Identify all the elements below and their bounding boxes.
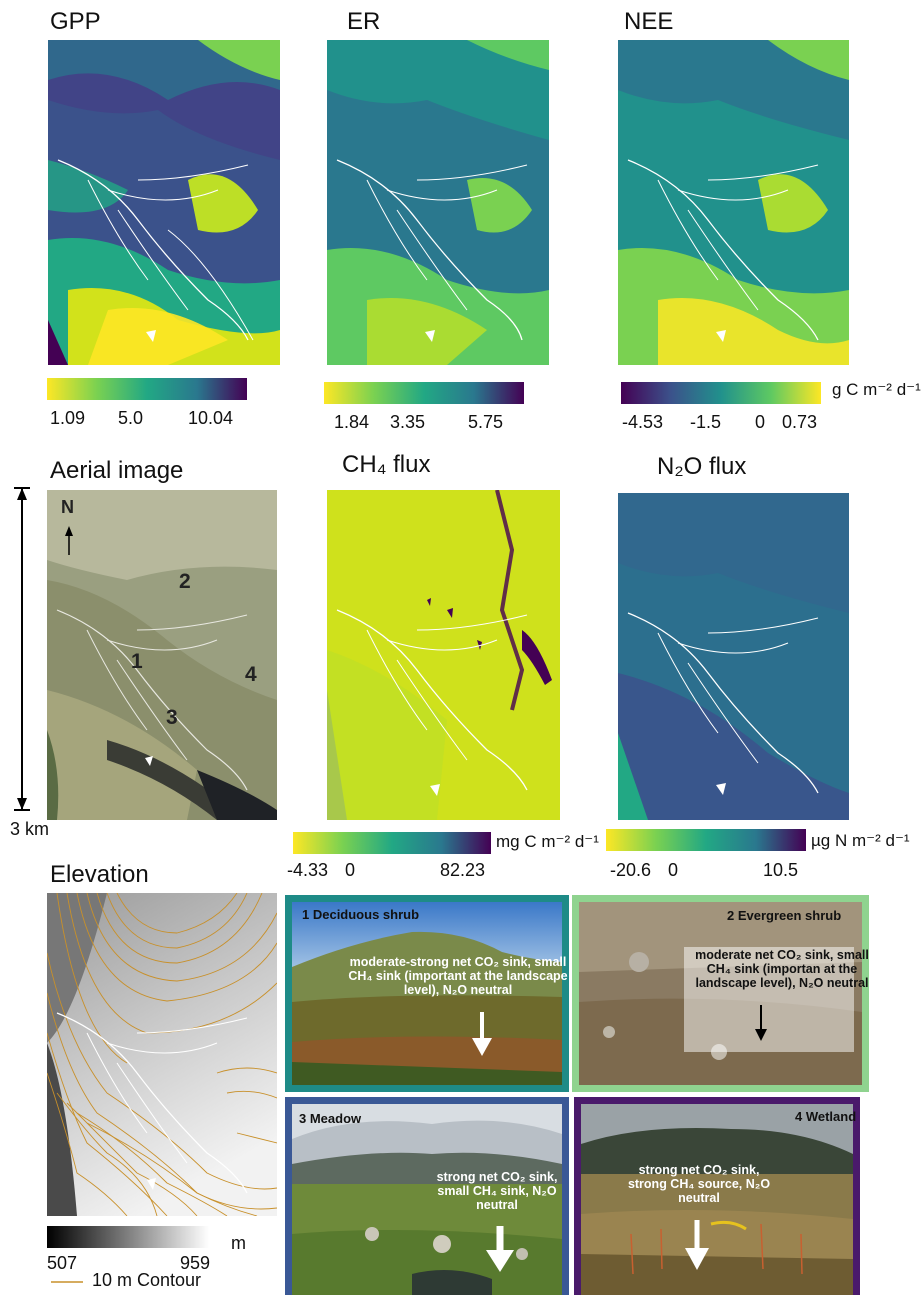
gpp-tick-1: 1.09 [50, 408, 86, 428]
er-tick-3: 5.75 [468, 412, 504, 432]
gpp-tick-3: 10.04 [188, 408, 234, 428]
photo-label-1: 1 Deciduous shrub [302, 907, 420, 922]
ch4-colorbar [293, 832, 491, 854]
nee-tick-2: -1.5 [690, 412, 722, 432]
elevation-tick-2: 959 [180, 1253, 211, 1273]
photo-meadow [292, 1104, 562, 1295]
ch4-tick-1: -4.33 [287, 860, 329, 880]
er-map [327, 40, 549, 365]
photo-text-4: strong net CO₂ sink, strong CH₄ source, … [627, 1163, 771, 1205]
aerial-map [47, 490, 277, 820]
er-tick-2: 3.35 [390, 412, 426, 432]
elevation-tick-1: 507 [47, 1253, 78, 1273]
n2o-unit: µg N m⁻² d⁻¹ [811, 831, 910, 850]
contour-legend-label: 10 m Contour [92, 1270, 202, 1290]
nee-map [618, 40, 849, 365]
n2o-map [618, 493, 849, 820]
photo-label-3: 3 Meadow [299, 1111, 362, 1126]
photo-deciduous-shrub [292, 902, 562, 1085]
scale-bar [14, 487, 30, 811]
ch4-title: CH₄ flux [342, 451, 431, 478]
gpp-title: GPP [50, 8, 101, 35]
ch4-tick-3: 82.23 [440, 860, 486, 880]
north-label: N [61, 497, 74, 517]
contour-legend-swatch [51, 1281, 83, 1283]
scale-label: 3 km [10, 819, 50, 839]
er-title: ER [347, 8, 381, 35]
ch4-map [327, 490, 560, 820]
nee-colorbar [621, 382, 821, 404]
n2o-tick-1: -20.6 [610, 860, 652, 880]
site-label-3: 3 [166, 706, 178, 729]
photo-label-4: 4 Wetland [795, 1109, 857, 1124]
elevation-unit: m [231, 1233, 246, 1253]
er-colorbar [324, 382, 524, 404]
nee-unit: g C m⁻² d⁻¹ [832, 380, 921, 399]
gpp-colorbar [47, 378, 247, 400]
site-label-1: 1 [131, 650, 143, 673]
photo-arrow-2 [755, 1005, 767, 1041]
er-tick-1: 1.84 [334, 412, 370, 432]
n2o-tick-2: 0 [668, 860, 679, 880]
photo-arrow-3 [486, 1226, 514, 1272]
aerial-title: Aerial image [50, 457, 184, 484]
elevation-title: Elevation [50, 861, 149, 888]
n2o-title: N₂O flux [657, 453, 747, 480]
gpp-map [48, 40, 280, 365]
photo-text-3: strong net CO₂ sink, small CH₄ sink, N₂O… [436, 1170, 558, 1212]
elevation-map [47, 893, 277, 1216]
n2o-colorbar [606, 829, 806, 851]
ch4-tick-2: 0 [345, 860, 356, 880]
gpp-tick-2: 5.0 [118, 408, 144, 428]
photo-arrow-1 [472, 1012, 492, 1056]
nee-tick-3: 0 [755, 412, 766, 432]
nee-tick-4: 0.73 [782, 412, 818, 432]
elevation-colorbar [47, 1226, 209, 1248]
nee-title: NEE [624, 8, 674, 35]
photo-text-1: moderate-strong net CO₂ sink, small CH₄ … [348, 955, 568, 997]
photo-label-2: 2 Evergreen shrub [727, 908, 842, 923]
site-label-2: 2 [179, 570, 191, 593]
photo-text-2: moderate net CO₂ sink, small CH₄ sink (i… [695, 948, 869, 990]
ch4-unit: mg C m⁻² d⁻¹ [496, 832, 599, 851]
photo-evergreen-shrub [579, 902, 862, 1085]
site-label-4: 4 [245, 663, 257, 686]
n2o-tick-3: 10.5 [763, 860, 799, 880]
photo-wetland [581, 1104, 853, 1295]
photo-arrow-4 [685, 1220, 709, 1270]
nee-tick-1: -4.53 [622, 412, 664, 432]
